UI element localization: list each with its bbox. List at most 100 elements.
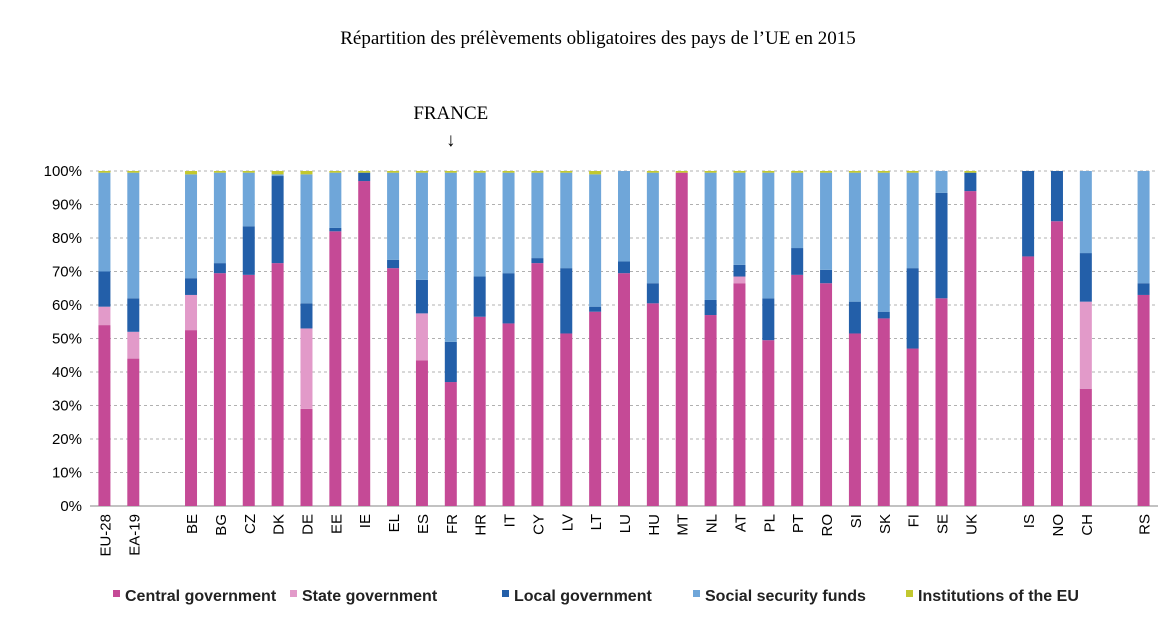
bar-segment — [1079, 388, 1092, 506]
x-tick-label: BG — [213, 514, 230, 536]
bar-segment — [531, 263, 544, 506]
bar-segment — [98, 172, 111, 272]
bar-segment — [791, 171, 804, 173]
bar-segment — [1137, 294, 1150, 506]
bar-segment — [502, 323, 515, 506]
bar-segment — [877, 318, 890, 506]
bar-segment — [589, 311, 602, 506]
bar-segment — [444, 171, 457, 173]
bar-segment — [820, 172, 833, 270]
bar-segment — [646, 171, 659, 173]
x-tick-label: EE — [328, 514, 345, 534]
bar-segment — [387, 171, 400, 173]
bar-segment — [213, 171, 226, 173]
legend-label: Institutions of the EU — [918, 588, 1079, 605]
bar-segment — [589, 174, 602, 307]
bar-segment — [502, 172, 515, 274]
bar-segment — [935, 298, 948, 506]
bar-segment — [877, 171, 890, 173]
x-tick-label: FI — [906, 514, 923, 527]
bar-segment — [848, 333, 861, 506]
bar-segment — [300, 171, 313, 175]
bar-segment — [618, 273, 630, 506]
bar-segment — [762, 171, 775, 173]
bar-segment — [877, 311, 890, 319]
bar-segment — [127, 331, 140, 359]
bar-segment — [906, 268, 919, 349]
bar-segment — [589, 306, 602, 312]
bar-segment — [906, 171, 919, 173]
bars — [98, 171, 1150, 507]
x-tick-label: DK — [271, 514, 288, 535]
x-tick-label: CZ — [242, 514, 259, 534]
bar-segment — [733, 276, 746, 284]
x-tick-label: IT — [502, 514, 519, 527]
bar-segment — [358, 171, 371, 173]
bar-segment — [271, 263, 284, 506]
x-tick-label: RS — [1137, 514, 1154, 535]
bar-segment — [935, 192, 948, 299]
y-tick-label: 40% — [52, 364, 82, 381]
bar-segment — [185, 174, 198, 279]
bar-segment — [646, 172, 659, 284]
bar-segment — [473, 276, 486, 317]
bar-segment — [185, 330, 198, 506]
bar-segment — [531, 171, 544, 173]
x-tick-label: AT — [732, 514, 749, 532]
legend-swatch — [693, 590, 700, 597]
y-tick-label: 80% — [52, 230, 82, 247]
bar-segment — [560, 268, 573, 334]
bar-segment — [820, 283, 833, 506]
y-tick-label: 70% — [52, 264, 82, 281]
legend-swatch — [113, 590, 120, 597]
chart-title: Répartition des prélèvements obligatoire… — [340, 28, 856, 49]
bar-segment — [242, 274, 255, 506]
bar-segment — [242, 226, 255, 275]
bar-segment — [127, 358, 140, 506]
x-tick-label: NL — [704, 514, 721, 533]
x-tick-label: MT — [675, 514, 692, 536]
bar-segment — [733, 172, 746, 265]
bar-segment — [762, 172, 775, 299]
bar-segment — [1022, 171, 1035, 257]
bar-segment — [762, 340, 775, 506]
bar-segment — [502, 273, 515, 324]
bar-segment — [646, 283, 659, 304]
bar-segment — [271, 171, 284, 175]
y-axis: 0% 10% 20% 30% 40% 50% 60% 70% 80% 90% 100% — [44, 163, 82, 515]
x-tick-label: LU — [617, 514, 634, 533]
bar-segment — [733, 283, 746, 506]
bar-segment — [473, 171, 486, 173]
bar-segment — [733, 264, 746, 277]
bar-segment — [848, 172, 861, 302]
legend-label: Central government — [125, 588, 277, 605]
bar-segment — [444, 172, 457, 342]
bar-segment — [560, 172, 573, 269]
bar-segment — [1079, 171, 1092, 254]
bar-segment — [964, 191, 977, 506]
bar-segment — [675, 171, 688, 173]
x-tick-label: PL — [761, 514, 778, 532]
legend-swatch — [290, 590, 297, 597]
bar-segment — [358, 181, 371, 507]
bar-segment — [415, 360, 428, 506]
bar-segment — [646, 303, 659, 506]
x-tick-label: EA-19 — [126, 514, 143, 556]
bar-segment — [1050, 171, 1063, 222]
bar-segment — [213, 273, 226, 506]
bar-segment — [444, 382, 457, 506]
bar-segment — [242, 172, 255, 227]
y-tick-label: 30% — [52, 398, 82, 415]
x-tick-label: SK — [877, 514, 894, 534]
bar-segment — [329, 172, 342, 228]
bar-segment — [127, 172, 140, 299]
x-tick-label: SI — [848, 514, 865, 528]
bar-segment — [387, 172, 400, 260]
legend-label: Social security funds — [705, 588, 866, 605]
bar-segment — [935, 171, 948, 193]
bar-segment — [675, 172, 688, 507]
y-tick-label: 100% — [44, 163, 82, 180]
y-tick-label: 60% — [52, 297, 82, 314]
bar-segment — [1079, 253, 1092, 302]
